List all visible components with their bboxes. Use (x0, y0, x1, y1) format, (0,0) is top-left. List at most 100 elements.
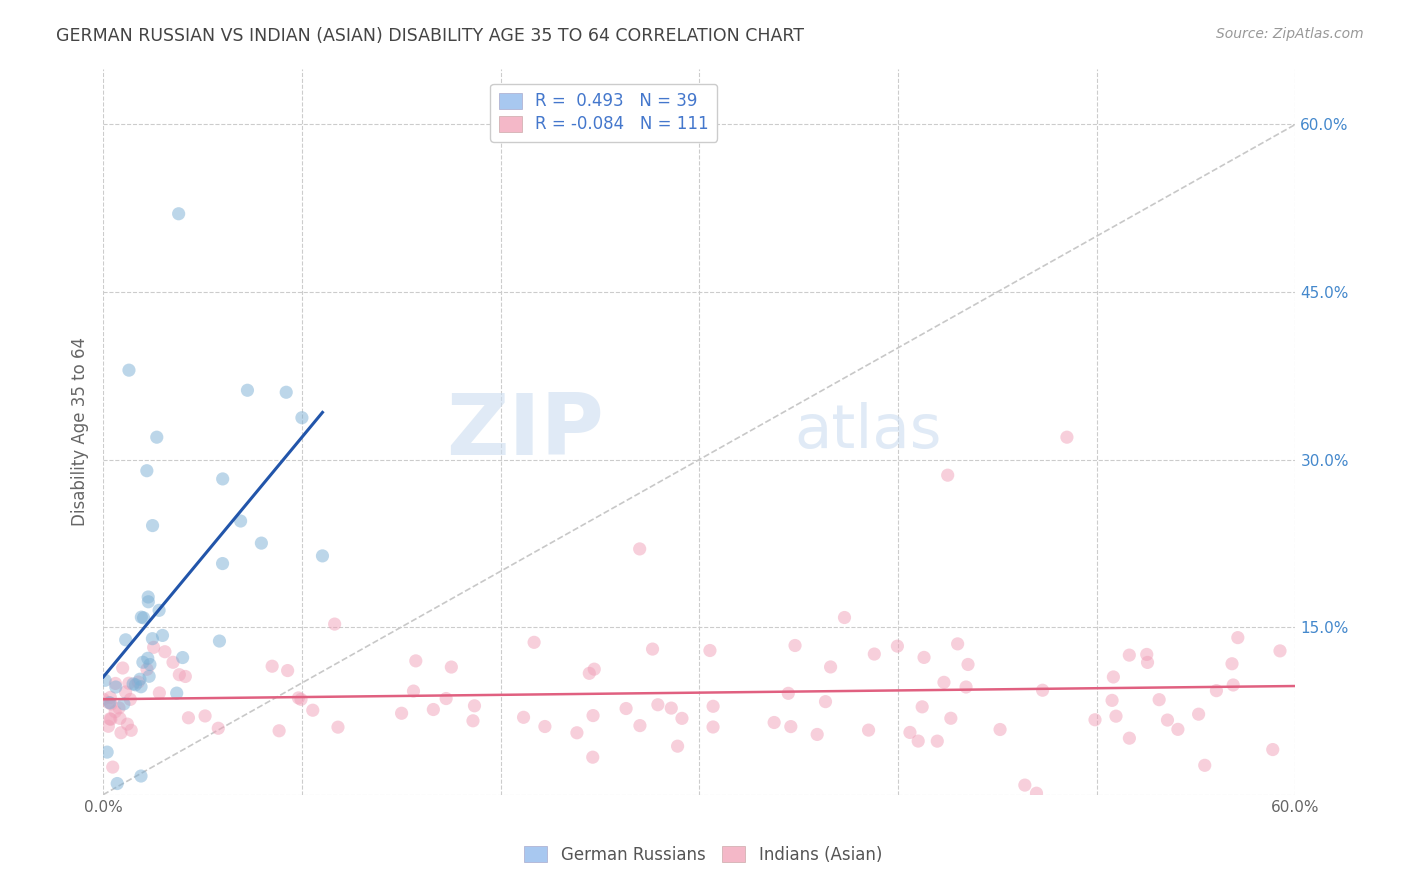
Point (104, 680, 127, 694)
Point (136, 662, 159, 676)
Point (291, 410, 314, 425)
Point (172, 650, 194, 665)
Point (628, 718, 651, 732)
Point (1118, 648, 1140, 662)
Point (136, 651, 159, 665)
Text: Source: ZipAtlas.com: Source: ZipAtlas.com (1216, 27, 1364, 41)
Point (956, 657, 979, 672)
Point (932, 675, 955, 690)
Point (763, 715, 786, 730)
Point (461, 714, 484, 728)
Point (97, 696, 120, 710)
Point (139, 657, 162, 672)
Point (1084, 713, 1107, 727)
Point (142, 640, 165, 655)
Point (276, 385, 298, 400)
Point (1136, 656, 1159, 670)
Point (120, 692, 142, 706)
Point (628, 541, 651, 556)
Point (898, 725, 921, 739)
Point (1101, 693, 1123, 707)
Point (129, 672, 152, 686)
Point (152, 628, 174, 642)
Point (1025, 786, 1047, 800)
Point (174, 669, 197, 683)
Point (783, 639, 806, 653)
Point (1187, 707, 1209, 722)
Point (434, 691, 457, 706)
Point (211, 472, 233, 486)
Legend: German Russians, Indians (Asian): German Russians, Indians (Asian) (517, 839, 889, 871)
Point (124, 678, 146, 692)
Point (1056, 430, 1078, 444)
Point (402, 684, 425, 698)
Point (834, 610, 856, 624)
Point (927, 734, 949, 748)
Point (671, 711, 693, 725)
Point (269, 723, 291, 738)
Point (1136, 648, 1159, 662)
Point (806, 727, 828, 741)
Point (112, 697, 135, 711)
Point (98, 712, 121, 726)
Point (1261, 742, 1284, 756)
Point (988, 723, 1011, 737)
Point (463, 698, 485, 713)
Point (647, 698, 669, 712)
Point (177, 711, 200, 725)
Point (939, 711, 962, 725)
Point (323, 617, 346, 632)
Point (120, 723, 142, 738)
Point (211, 557, 233, 571)
Point (132, 611, 155, 625)
Point (208, 634, 231, 648)
Point (162, 655, 184, 669)
Text: ZIP: ZIP (446, 390, 605, 473)
Point (100, 712, 122, 726)
Point (108, 711, 131, 725)
Point (290, 692, 312, 706)
Text: GERMAN RUSSIAN VS INDIAN (ASIAN) DISABILITY AGE 35 TO 64 CORRELATION CHART: GERMAN RUSSIAN VS INDIAN (ASIAN) DISABIL… (56, 27, 804, 45)
Point (1156, 713, 1178, 727)
Point (194, 709, 217, 723)
Point (863, 647, 886, 661)
Point (229, 514, 252, 528)
Point (129, 680, 152, 694)
Point (405, 654, 427, 668)
Point (820, 660, 842, 674)
Point (166, 686, 188, 700)
Point (94, 673, 117, 688)
Point (440, 660, 463, 674)
Point (311, 549, 333, 563)
Point (523, 635, 546, 649)
Point (250, 536, 273, 550)
Point (148, 603, 170, 617)
Point (936, 468, 959, 483)
Point (98, 690, 121, 705)
Point (946, 637, 969, 651)
Point (1268, 644, 1291, 658)
Point (138, 669, 160, 683)
Point (912, 650, 935, 665)
Point (702, 699, 724, 714)
Point (578, 666, 600, 681)
Point (666, 739, 689, 754)
Point (146, 430, 169, 444)
Point (1102, 670, 1125, 684)
Point (96, 745, 118, 759)
Point (391, 706, 413, 721)
Point (886, 639, 908, 653)
Point (911, 699, 934, 714)
Point (118, 363, 141, 377)
Point (422, 702, 444, 716)
Point (100, 697, 122, 711)
Point (136, 590, 159, 604)
Point (641, 642, 664, 657)
Point (1226, 631, 1249, 645)
Point (105, 776, 128, 790)
Point (111, 661, 134, 675)
Point (131, 610, 153, 624)
Point (104, 676, 127, 690)
Point (91, 692, 114, 706)
Point (262, 659, 284, 673)
